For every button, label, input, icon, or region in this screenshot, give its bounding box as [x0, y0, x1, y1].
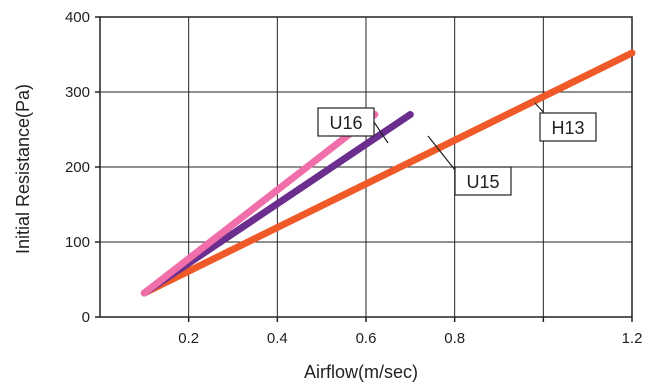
- callout-box: [317, 107, 375, 137]
- series-label: H13: [551, 118, 584, 138]
- series: [140, 49, 636, 297]
- x-axis-ticks: 0.2 0.4 0.6 0.8 1.2: [178, 317, 642, 347]
- series-label: U16: [329, 113, 362, 133]
- y-tick-label: 100: [65, 234, 90, 251]
- callout-leader-line: [427, 135, 456, 171]
- y-axis-ticks: 0 100 200 300 400: [65, 9, 100, 326]
- x-tick-label: 0.8: [444, 330, 465, 347]
- x-tick-label: 0.2: [178, 330, 199, 347]
- y-tick-label: 300: [65, 84, 90, 101]
- x-axis-label: Airflow(m/sec): [304, 362, 418, 382]
- callout-u16: U16: [317, 107, 389, 144]
- callout-box: [539, 112, 597, 142]
- series-line-h13: [140, 49, 636, 297]
- series-line-u16: [140, 111, 379, 297]
- x-tick-label: 0.6: [356, 330, 377, 347]
- y-axis-label: Initial Resistance(Pa): [13, 84, 33, 254]
- callout-leader-line: [373, 121, 389, 144]
- y-tick-label: 0: [82, 309, 90, 326]
- callout-box: [454, 166, 512, 196]
- y-tick-label: 200: [65, 159, 90, 176]
- x-tick-label: 0.4: [267, 330, 288, 347]
- x-tick-label: 1.2: [622, 330, 643, 347]
- series-label: U15: [466, 172, 499, 192]
- callout-u15: U15: [427, 135, 512, 196]
- series-callouts: H13 U15 U16: [317, 102, 597, 196]
- y-tick-label: 400: [65, 9, 90, 26]
- series-line-u15: [140, 111, 414, 297]
- callout-h13: H13: [534, 102, 597, 142]
